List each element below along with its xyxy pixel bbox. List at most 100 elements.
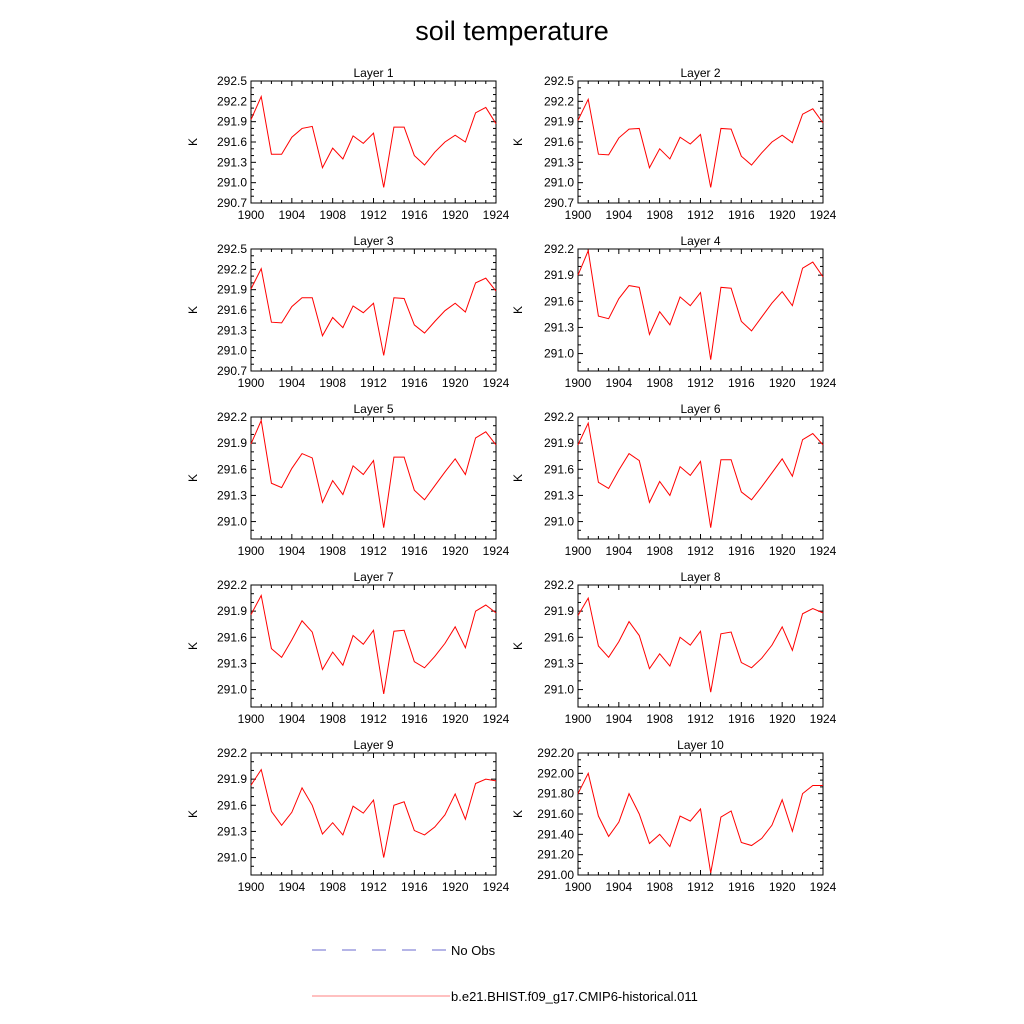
panel-layer-1: Layer 1 1900 1904 1908 1912 1916 1920 1924 290.7… — [186, 66, 510, 222]
y-tick-label: 291.6 — [217, 462, 247, 476]
x-tick-label: 1920 — [769, 712, 796, 726]
x-tick-label: 1916 — [728, 208, 755, 222]
series-line-layer-10 — [577, 771, 823, 874]
series-line-layer-3 — [250, 267, 497, 356]
x-tick-label: 1904 — [605, 376, 632, 390]
y-tick-label: 291.60 — [537, 807, 574, 821]
x-tick-label: 1920 — [442, 544, 469, 558]
y-axis-label: K — [511, 306, 525, 314]
x-tick-label: 1920 — [442, 712, 469, 726]
y-tick-label: 291.3 — [544, 320, 574, 334]
x-tick-label: 1912 — [360, 376, 387, 390]
y-tick-label: 291.00 — [537, 868, 574, 882]
series-line-layer-8 — [577, 596, 824, 693]
x-tick-label: 1912 — [360, 712, 387, 726]
y-axis-label: K — [186, 474, 200, 482]
y-tick-label: 291.80 — [537, 787, 574, 801]
x-tick-label: 1912 — [687, 376, 714, 390]
panel-layer-8: Layer 8 1900 1904 1908 1912 1916 1920 1924 291.0… — [511, 570, 837, 726]
y-tick-label: 291.6 — [217, 303, 247, 317]
y-tick-label: 292.5 — [544, 74, 574, 88]
y-tick-label: 291.9 — [544, 115, 574, 129]
y-tick-label: 291.3 — [217, 656, 247, 670]
x-tick-label: 1908 — [319, 208, 346, 222]
y-tick-label: 291.6 — [544, 630, 574, 644]
x-tick-label: 1916 — [401, 208, 428, 222]
series-line-layer-7 — [250, 593, 497, 695]
panel-title: Layer 3 — [353, 234, 393, 248]
y-tick-label: 292.2 — [217, 262, 247, 276]
panel-layer-5: Layer 5 1900 1904 1908 1912 1916 1920 1924 291.0… — [186, 402, 510, 558]
y-axis-label: K — [186, 138, 200, 146]
y-tick-label: 292.2 — [544, 410, 574, 424]
x-tick-label: 1900 — [238, 376, 265, 390]
x-tick-label: 1924 — [810, 880, 837, 894]
x-tick-label: 1924 — [483, 208, 510, 222]
x-tick-label: 1900 — [565, 880, 592, 894]
y-tick-label: 291.0 — [217, 515, 247, 529]
y-tick-label: 291.3 — [217, 824, 247, 838]
x-tick-label: 1900 — [565, 376, 592, 390]
x-tick-label: 1900 — [565, 208, 592, 222]
y-axis-label: K — [186, 306, 200, 314]
x-tick-label: 1924 — [810, 376, 837, 390]
y-axis-label: K — [511, 642, 525, 650]
y-tick-label: 291.6 — [217, 135, 247, 149]
x-tick-label: 1916 — [401, 376, 428, 390]
y-tick-label: 292.20 — [537, 746, 574, 760]
x-tick-label: 1916 — [728, 544, 755, 558]
x-tick-label: 1904 — [605, 544, 632, 558]
y-tick-label: 291.3 — [544, 488, 574, 502]
panel-title: Layer 1 — [353, 66, 393, 80]
x-tick-label: 1912 — [687, 208, 714, 222]
series-line-layer-4 — [577, 248, 824, 360]
x-tick-label: 1900 — [238, 544, 265, 558]
x-tick-label: 1904 — [278, 208, 305, 222]
y-tick-label: 291.6 — [544, 462, 574, 476]
panel-title: Layer 8 — [680, 570, 720, 584]
y-tick-label: 291.6 — [217, 630, 247, 644]
x-tick-label: 1904 — [278, 880, 305, 894]
y-tick-label: 292.2 — [544, 242, 574, 256]
x-tick-label: 1924 — [483, 544, 510, 558]
y-tick-label: 291.0 — [217, 344, 247, 358]
y-tick-label: 291.0 — [217, 851, 247, 865]
x-tick-label: 1924 — [483, 712, 510, 726]
x-tick-label: 1912 — [687, 544, 714, 558]
x-tick-label: 1908 — [646, 880, 673, 894]
x-tick-label: 1908 — [319, 544, 346, 558]
y-tick-label: 291.0 — [217, 176, 247, 190]
x-tick-label: 1916 — [728, 712, 755, 726]
plot-frame — [577, 584, 824, 708]
y-tick-label: 291.0 — [544, 515, 574, 529]
y-tick-label: 290.7 — [544, 196, 574, 210]
y-tick-label: 292.2 — [217, 578, 247, 592]
x-tick-label: 1908 — [646, 712, 673, 726]
y-tick-label: 291.0 — [544, 176, 574, 190]
x-tick-label: 1916 — [728, 376, 755, 390]
x-tick-label: 1916 — [728, 880, 755, 894]
panel-layer-4: Layer 4 1900 1904 1908 1912 1916 1920 1924 291.0… — [511, 234, 837, 390]
legend-label-no-obs: No Obs — [451, 943, 496, 958]
x-tick-label: 1908 — [319, 376, 346, 390]
x-tick-label: 1920 — [769, 880, 796, 894]
x-tick-label: 1900 — [238, 712, 265, 726]
series-line-layer-5 — [250, 418, 497, 528]
x-tick-label: 1908 — [646, 208, 673, 222]
panel-layer-7: Layer 7 1900 1904 1908 1912 1916 1920 1924 291.0… — [186, 570, 510, 726]
plot-frame — [250, 416, 497, 540]
x-tick-label: 1916 — [401, 880, 428, 894]
panel-title: Layer 2 — [680, 66, 720, 80]
y-tick-label: 291.40 — [537, 827, 574, 841]
x-tick-label: 1920 — [769, 208, 796, 222]
x-tick-label: 1900 — [238, 208, 265, 222]
series-line-layer-6 — [577, 421, 824, 528]
x-tick-label: 1904 — [278, 376, 305, 390]
y-tick-label: 291.6 — [544, 135, 574, 149]
panel-layer-6: Layer 6 1900 1904 1908 1912 1916 1920 1924 291.0… — [511, 402, 837, 558]
y-tick-label: 292.2 — [544, 94, 574, 108]
x-tick-label: 1912 — [360, 544, 387, 558]
y-tick-label: 291.3 — [217, 488, 247, 502]
panel-title: Layer 9 — [353, 738, 393, 752]
